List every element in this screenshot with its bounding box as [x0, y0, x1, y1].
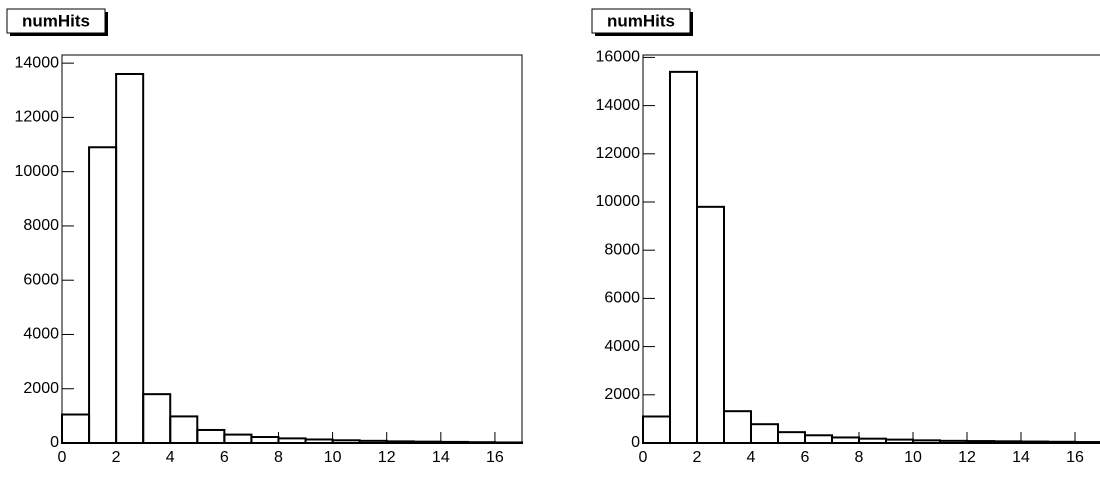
histogram-bar	[493, 441, 523, 444]
title-box	[591, 8, 691, 34]
x-tick-label: 4	[166, 449, 175, 466]
x-tick-label: 8	[274, 449, 283, 466]
y-tick-label: 6000	[604, 290, 640, 307]
histogram-bar	[777, 431, 806, 444]
histogram-bar	[412, 440, 442, 445]
y-tick-label: 12000	[596, 145, 641, 162]
chart-title: numHits	[22, 11, 90, 30]
histogram-bar	[993, 440, 1022, 445]
y-tick-label: 8000	[604, 241, 640, 258]
x-tick-label: 16	[1066, 449, 1084, 466]
histogram-bar	[966, 440, 995, 445]
histogram-bar	[912, 439, 941, 444]
plot-frame	[61, 54, 523, 444]
y-tick-label: 8000	[23, 217, 59, 234]
histogram-bar	[331, 439, 361, 444]
histogram-bar	[1020, 440, 1049, 445]
x-tick-label: 6	[801, 449, 810, 466]
y-tick-label: 12000	[15, 109, 60, 126]
y-tick-label: 6000	[23, 271, 59, 288]
histogram-bar	[750, 423, 779, 444]
x-tick-label: 12	[378, 449, 396, 466]
x-tick-label: 10	[904, 449, 922, 466]
histogram-bar	[858, 437, 887, 444]
x-tick-label: 12	[958, 449, 976, 466]
histogram-bar	[439, 440, 469, 444]
histogram-bar	[696, 205, 725, 444]
x-tick-label: 14	[432, 449, 450, 466]
y-tick-label: 10000	[596, 193, 641, 210]
histogram-bar	[169, 415, 199, 444]
histogram-bar	[669, 70, 698, 444]
histogram-bar	[385, 440, 415, 445]
y-tick-label: 10000	[15, 163, 60, 180]
histogram-bar	[250, 436, 280, 444]
title-box	[6, 8, 106, 34]
y-tick-label: 4000	[604, 338, 640, 355]
histogram-bar	[1047, 440, 1076, 445]
x-tick-label: 2	[693, 449, 702, 466]
x-tick-label: 0	[58, 449, 67, 466]
histogram-bar	[358, 439, 388, 445]
histogram-bar	[223, 433, 253, 444]
y-tick-label: 2000	[23, 380, 59, 397]
x-tick-label: 4	[747, 449, 756, 466]
y-tick-label: 4000	[23, 326, 59, 343]
histogram-bar	[277, 437, 307, 445]
histogram-bar	[939, 439, 968, 444]
x-tick-label: 0	[639, 449, 648, 466]
y-tick-label: 14000	[15, 54, 60, 71]
y-tick-label: 2000	[604, 386, 640, 403]
x-tick-label: 8	[855, 449, 864, 466]
histogram-bar	[88, 146, 118, 445]
histogram-bar	[642, 415, 671, 445]
histogram-bar	[804, 434, 833, 445]
x-tick-label: 6	[220, 449, 229, 466]
plot-frame	[642, 54, 1100, 444]
histogram-bar	[142, 393, 172, 444]
histogram-bar	[304, 438, 334, 444]
histogram-bar	[196, 428, 226, 445]
x-tick-label: 2	[112, 449, 121, 466]
histogram-bar	[61, 413, 91, 445]
histogram-bar	[466, 441, 496, 444]
histogram-bar	[831, 436, 860, 445]
x-tick-label: 16	[486, 449, 504, 466]
y-tick-label: 0	[50, 434, 59, 451]
y-tick-label: 16000	[596, 49, 641, 66]
histogram-bar	[723, 410, 752, 444]
y-tick-label: 14000	[596, 97, 641, 114]
histogram-bar	[115, 72, 145, 444]
y-tick-label: 0	[631, 434, 640, 451]
x-tick-label: 14	[1012, 449, 1030, 466]
chart-title: numHits	[607, 11, 675, 30]
histogram-bar	[885, 438, 914, 445]
histogram-bar	[1074, 441, 1100, 444]
x-tick-label: 10	[324, 449, 342, 466]
